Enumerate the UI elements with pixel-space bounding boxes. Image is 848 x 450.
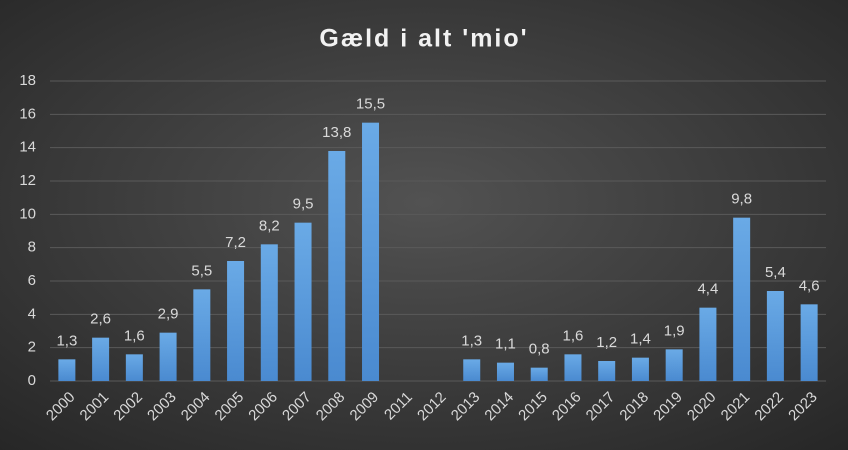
- value-label: 13,8: [322, 124, 351, 141]
- bar: [193, 289, 211, 381]
- value-label: 0,8: [529, 341, 550, 358]
- bar: [733, 217, 751, 381]
- bar: [260, 244, 278, 381]
- value-label: 1,6: [124, 327, 145, 344]
- bar: [58, 359, 76, 381]
- bar: [665, 349, 683, 381]
- bar: [631, 357, 649, 381]
- value-label: 2,9: [158, 306, 179, 323]
- value-label: 9,8: [731, 191, 752, 208]
- value-label: 4,4: [697, 281, 718, 298]
- y-tick-label: 2: [28, 339, 36, 356]
- bar: [530, 367, 548, 381]
- y-tick-label: 0: [28, 372, 36, 389]
- bar: [463, 359, 481, 381]
- value-label: 1,9: [664, 322, 685, 339]
- chart-title: Gæld i alt 'mio': [319, 25, 528, 53]
- value-label: 7,2: [225, 234, 246, 251]
- value-label: 4,6: [799, 277, 820, 294]
- value-label: 15,5: [356, 96, 385, 113]
- bar: [362, 122, 380, 382]
- value-label: 1,3: [461, 332, 482, 349]
- bar: [92, 337, 110, 381]
- value-label: 1,3: [56, 332, 77, 349]
- y-tick-label: 14: [19, 139, 36, 156]
- bar: [328, 151, 346, 381]
- value-label: 1,4: [630, 331, 651, 348]
- y-tick-label: 8: [28, 239, 36, 256]
- value-label: 9,5: [293, 196, 314, 213]
- value-label: 1,6: [563, 327, 584, 344]
- value-label: 8,2: [259, 217, 280, 234]
- value-label: 2,6: [90, 311, 111, 328]
- bar: [125, 354, 143, 381]
- y-tick-label: 18: [19, 72, 36, 89]
- y-tick-label: 12: [19, 172, 36, 189]
- bar: [699, 307, 717, 381]
- y-tick-label: 4: [28, 305, 36, 322]
- value-label: 5,4: [765, 264, 786, 281]
- y-tick-label: 10: [19, 205, 36, 222]
- bar: [496, 362, 514, 381]
- bar: [766, 291, 784, 381]
- value-label: 5,5: [191, 262, 212, 279]
- bar: [159, 332, 177, 381]
- bar: [598, 361, 616, 381]
- y-tick-label: 6: [28, 272, 36, 289]
- bar: [227, 261, 245, 381]
- y-tick-label: 16: [19, 105, 36, 122]
- value-label: 1,2: [596, 334, 617, 351]
- bar: [294, 222, 312, 381]
- value-label: 1,1: [495, 336, 516, 353]
- bar: [800, 304, 818, 381]
- bar: [564, 354, 582, 381]
